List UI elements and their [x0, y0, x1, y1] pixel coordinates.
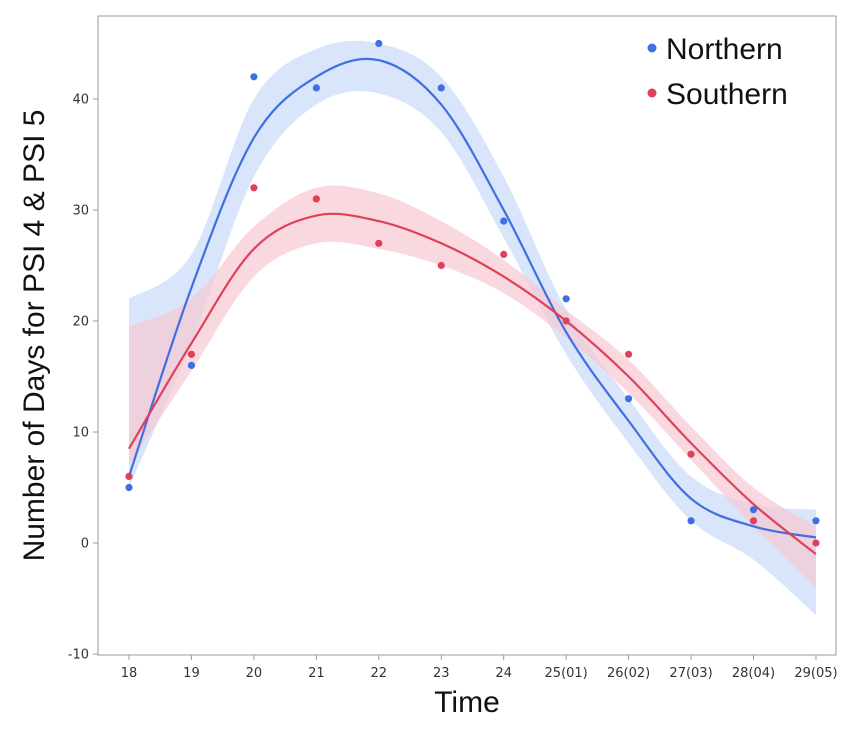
- x-axis: 18 19 20 21 22 23 24 25(01) 26(02) 27(03) 28(04) 29…: [121, 655, 838, 681]
- y-tick-label: 30: [72, 204, 89, 219]
- legend-marker-southern: [647, 88, 657, 98]
- data-point-northern: [437, 84, 445, 92]
- legend-label-northern: Northern: [666, 33, 783, 66]
- x-tick-label: 22: [371, 666, 388, 681]
- fit-line-northern: [127, 57, 817, 539]
- data-point-northern: [812, 517, 820, 525]
- x-tick-label: 29(05): [794, 666, 837, 681]
- fit-line-southern: [128, 212, 817, 555]
- data-point-southern: [250, 184, 258, 192]
- confidence-bands: [129, 40, 816, 616]
- legend-marker-northern: [647, 43, 657, 53]
- legend: Northern Southern: [647, 33, 788, 111]
- data-point-southern: [687, 450, 695, 458]
- y-tick-label: 20: [72, 315, 89, 330]
- data-point-southern: [562, 317, 570, 325]
- data-point-northern: [562, 295, 570, 303]
- data-point-southern: [812, 539, 820, 547]
- x-tick-label: 24: [495, 666, 512, 681]
- data-point-northern: [250, 73, 258, 81]
- plot-frame: [97, 15, 837, 656]
- x-tick-label: 18: [121, 666, 138, 681]
- confidence-band-southern: [129, 185, 816, 588]
- x-tick-label: 28(04): [732, 666, 775, 681]
- y-axis: -10 0 10 20 30 40: [68, 93, 98, 663]
- x-tick-label: 21: [308, 666, 325, 681]
- x-tick-label: 23: [433, 666, 450, 681]
- y-tick-label: 40: [72, 93, 89, 108]
- y-tick-label: -10: [68, 648, 89, 663]
- data-point-southern: [437, 261, 445, 270]
- data-point-southern: [187, 350, 196, 358]
- data-point-southern: [625, 350, 633, 358]
- x-tick-label: 26(02): [607, 666, 650, 681]
- data-points: [125, 39, 820, 547]
- data-point-northern: [749, 506, 758, 514]
- x-tick-label: 19: [183, 666, 200, 681]
- legend-label-southern: Southern: [666, 78, 788, 111]
- x-tick-label: 20: [246, 666, 263, 681]
- data-point-southern: [500, 250, 508, 258]
- data-point-southern: [125, 472, 133, 480]
- y-tick-label: 0: [81, 537, 89, 552]
- data-point-southern: [312, 195, 320, 203]
- data-point-northern: [500, 217, 508, 225]
- data-point-northern: [312, 84, 320, 92]
- x-tick-label: 25(01): [545, 666, 588, 681]
- data-point-northern: [125, 483, 133, 492]
- data-point-northern: [625, 395, 633, 403]
- data-point-southern: [375, 239, 383, 247]
- fit-lines: [127, 57, 817, 555]
- data-point-southern: [749, 517, 758, 525]
- x-axis-title: Time: [434, 686, 500, 719]
- data-point-northern: [375, 39, 383, 48]
- y-axis-title: Number of Days for PSI 4 & PSI 5: [18, 110, 51, 562]
- y-tick-label: 10: [72, 426, 89, 441]
- confidence-band-northern: [129, 40, 816, 616]
- data-point-northern: [687, 517, 695, 525]
- data-point-northern: [187, 361, 196, 369]
- x-tick-label: 27(03): [669, 666, 712, 681]
